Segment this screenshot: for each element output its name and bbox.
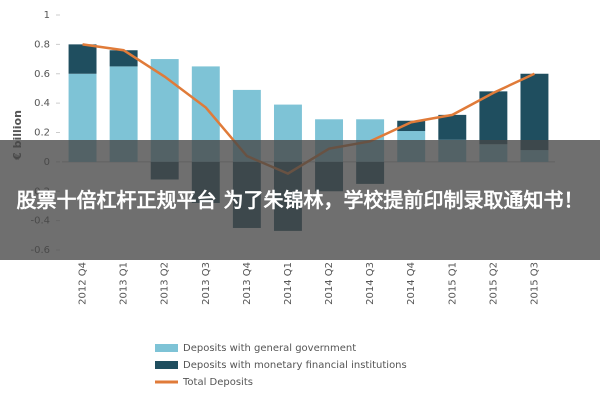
y-tick-label: 0.2	[34, 128, 50, 139]
bar	[520, 73, 549, 151]
y-tick-label: 1	[44, 10, 50, 21]
banner-text: 股票十倍杠杆正规平台 为了朱锦林，学校提前印制录取通知书！	[16, 188, 584, 212]
legend-label: Deposits with general government	[183, 343, 356, 354]
x-tick-label: 2014 Q4	[406, 262, 417, 305]
x-tick-label: 2014 Q1	[283, 262, 294, 305]
y-tick-label: 0.6	[34, 69, 50, 80]
legend-label: Deposits with monetary financial institu…	[183, 360, 407, 371]
y-tick-label: 0.4	[34, 98, 50, 109]
x-tick-label: 2012 Q4	[78, 262, 89, 305]
bar	[109, 50, 138, 67]
bar	[68, 44, 97, 74]
x-tick-label: 2013 Q4	[242, 262, 253, 305]
x-tick-label: 2015 Q2	[488, 262, 499, 305]
legend-label: Total Deposits	[182, 377, 253, 388]
y-tick-label: 0.8	[34, 39, 50, 50]
x-tick-label: 2013 Q1	[119, 262, 130, 305]
bar	[479, 91, 508, 145]
x-tick-label: 2014 Q3	[365, 262, 376, 305]
legend-swatch	[155, 344, 178, 352]
x-tick-label: 2013 Q3	[201, 262, 212, 305]
legend-swatch	[155, 361, 178, 369]
x-tick-label: 2014 Q2	[324, 262, 335, 305]
x-tick-label: 2015 Q1	[447, 262, 458, 305]
x-tick-label: 2013 Q2	[160, 262, 171, 305]
bar	[397, 120, 426, 132]
x-tick-label: 2015 Q3	[529, 262, 540, 305]
banner: 股票十倍杠杆正规平台 为了朱锦林，学校提前印制录取通知书！	[0, 140, 600, 260]
bar	[438, 114, 467, 140]
